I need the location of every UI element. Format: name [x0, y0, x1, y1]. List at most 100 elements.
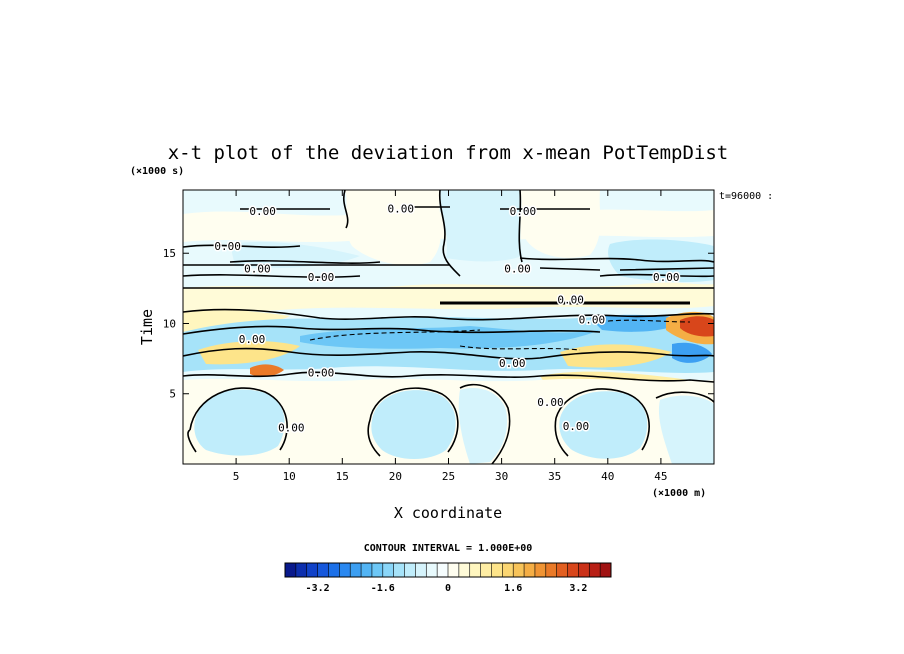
- colorbar-swatch-4: [328, 563, 340, 577]
- colorbar-swatch-27: [578, 563, 590, 577]
- contour-mid-2: [183, 325, 601, 335]
- hot-spot-left: [250, 364, 284, 377]
- contour-lobe-3: [554, 388, 650, 457]
- colorbar-swatch-8: [371, 563, 384, 577]
- colorbar-swatch-1: [295, 563, 308, 577]
- colorbar-swatch-22: [524, 563, 536, 577]
- y-axis: 5 10 15: [163, 247, 714, 401]
- lower-cool-lobe-4: [458, 388, 508, 464]
- contour-label-8: 0.00: [579, 313, 606, 326]
- colorbar-swatch-10: [393, 563, 405, 577]
- x-axis-label: X coordinate: [394, 504, 502, 522]
- colorbar-swatch-11: [404, 563, 416, 577]
- colorbar-swatch-16: [458, 563, 471, 577]
- contour-lines: [183, 190, 714, 464]
- lower-cool-lobe-5: [658, 395, 714, 464]
- contour-upper-3: [183, 244, 714, 264]
- contour-lobe-4: [459, 383, 511, 464]
- lower-cool-lobe-1: [194, 389, 285, 456]
- colorbar: [284, 562, 612, 578]
- colorbar-swatch-25: [556, 563, 568, 577]
- contour-mid-4: [183, 371, 714, 383]
- colorbar-tick-label-3: 1.6: [504, 583, 522, 594]
- cool-band-core-2: [590, 314, 690, 332]
- colorbar-swatch-18: [480, 563, 492, 577]
- colorbar-tick-label-0: -3.2: [306, 583, 330, 594]
- contour-dashed: [309, 319, 691, 351]
- contour-label-7: 0.00: [557, 294, 584, 307]
- contour-lobe-5: [655, 391, 714, 403]
- contour-label-12: 0.00: [499, 357, 526, 370]
- contour-label-3: 0.00: [214, 240, 241, 253]
- colorbar-tick-label-1: -1.6: [371, 583, 395, 594]
- contour-upper-4: [183, 264, 714, 271]
- colorbar-ticks: -3.2 -1.6 0 1.6 3.2: [306, 583, 588, 594]
- x-tick-label-40: 40: [601, 470, 614, 483]
- x-tick-label-10: 10: [283, 470, 296, 483]
- plot-area: [183, 190, 714, 464]
- colorbar-swatch-20: [502, 563, 514, 577]
- contour-lobe-1: [187, 387, 288, 453]
- x-tick-label-15: 15: [336, 470, 349, 483]
- warm-ridge-right: [560, 344, 672, 368]
- colorbar-tick-label-4: 3.2: [569, 583, 587, 594]
- x-tick-label-30: 30: [495, 470, 508, 483]
- colorbar-tick-label-2: 0: [445, 583, 451, 594]
- y-tick-label-10: 10: [163, 317, 176, 330]
- contour-label-14: 0.00: [537, 396, 564, 409]
- contour-upper-2: [343, 190, 523, 277]
- contour-label-13: 0.00: [278, 421, 305, 434]
- contour-label-10: 0.00: [239, 333, 266, 346]
- colorbar-swatch-15: [448, 563, 460, 577]
- time-stamp: t=96000 :: [719, 191, 773, 202]
- x-tick-label-25: 25: [442, 470, 455, 483]
- contour-upper-5: [183, 273, 714, 278]
- upper-warm-column: [345, 190, 442, 266]
- colorbar-swatch-17: [469, 563, 481, 577]
- colorbar-swatch-9: [382, 563, 394, 577]
- x-axis: 5 10 15 20 25 30 35 40 45: [233, 190, 668, 483]
- lower-cool-lobe-2: [371, 390, 456, 459]
- contour-label-15: 0.00: [563, 420, 590, 433]
- colorbar-swatch-13: [426, 563, 438, 577]
- y-tick-label-5: 5: [169, 388, 176, 401]
- colorbar-swatch-23: [534, 563, 547, 577]
- lower-cool-lobe-3: [559, 391, 648, 459]
- y-axis-label: Time: [138, 309, 156, 345]
- contour-label-0: 0.00: [249, 205, 276, 218]
- contour-label-4: 0.00: [244, 263, 271, 276]
- colorbar-swatch-5: [339, 563, 351, 577]
- y-tick-label-15: 15: [163, 247, 176, 260]
- colorbar-swatch-28: [589, 563, 601, 577]
- colorbar-swatch-2: [306, 563, 318, 577]
- x-tick-label-5: 5: [233, 470, 240, 483]
- x-unit-label: (×1000 m): [652, 488, 706, 499]
- colorbar-swatch-12: [415, 563, 427, 577]
- contour-mid-3: [183, 347, 714, 360]
- colorbar-swatch-29: [600, 563, 612, 577]
- upper-cool-patch: [440, 190, 522, 262]
- contour-mid-1: [183, 308, 714, 321]
- colorbar-swatch-14: [437, 563, 449, 577]
- colorbar-swatch-24: [545, 563, 557, 577]
- colorbar-swatch-7: [361, 563, 373, 577]
- contour-label-1: 0.00: [387, 202, 414, 215]
- warm-ridge-left: [198, 341, 300, 365]
- colorbar-swatch-3: [317, 563, 329, 577]
- x-tick-label-20: 20: [389, 470, 402, 483]
- contour-label-2: 0.00: [510, 205, 537, 218]
- chart-title: x-t plot of the deviation from x-mean Po…: [168, 142, 729, 164]
- colorbar-swatch-26: [567, 563, 579, 577]
- cool-core-right: [672, 342, 712, 363]
- upper-warm-column-2: [520, 190, 601, 258]
- contour-label-6: 0.00: [504, 263, 531, 276]
- x-tick-label-35: 35: [548, 470, 561, 483]
- contour-label-9: 0.00: [653, 271, 680, 284]
- hot-spot-right: [680, 316, 714, 337]
- contour-labels: 0.00 0.00 0.000.000.000.000.000.000.000.00…: [213, 201, 681, 436]
- contour-label-11: 0.00: [308, 367, 335, 380]
- colorbar-swatch-0: [285, 563, 297, 577]
- colorbar-swatch-21: [513, 563, 525, 577]
- contour-upper-1: [240, 206, 590, 210]
- contour-interval-text: CONTOUR INTERVAL = 1.000E+00: [364, 543, 533, 554]
